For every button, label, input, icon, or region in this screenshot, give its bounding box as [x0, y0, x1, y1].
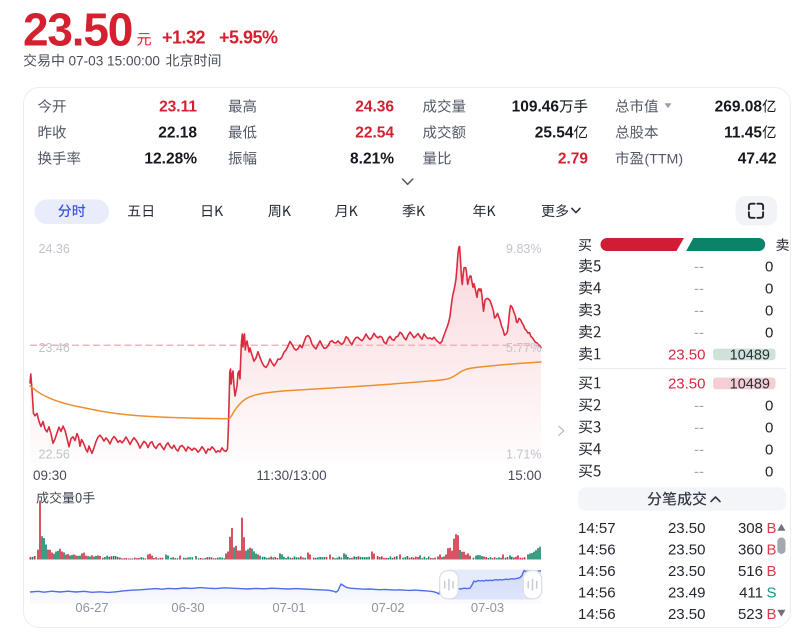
svg-text:47.42: 47.42 [738, 151, 777, 168]
svg-text:516: 516 [738, 563, 763, 580]
svg-text:23.11: 23.11 [159, 99, 197, 116]
svg-text:07-03 15:00:00: 07-03 15:00:00 [69, 54, 161, 69]
svg-text:07-02: 07-02 [371, 600, 404, 615]
svg-text:B: B [767, 520, 777, 537]
svg-text:15:00: 15:00 [508, 468, 542, 483]
svg-text:308: 308 [738, 520, 763, 537]
svg-text:0: 0 [765, 397, 773, 414]
svg-text:23.50: 23.50 [668, 375, 706, 392]
svg-text:14:56: 14:56 [578, 584, 616, 601]
svg-text:--: -- [694, 280, 704, 297]
svg-text:B: B [767, 541, 777, 558]
svg-text:23.50: 23.50 [668, 541, 706, 558]
svg-text:0: 0 [765, 280, 773, 297]
svg-text:23.46: 23.46 [39, 341, 70, 355]
svg-text:--: -- [694, 463, 704, 480]
svg-text:--: -- [694, 258, 704, 275]
svg-text:09:30: 09:30 [33, 468, 67, 483]
svg-text:23.50: 23.50 [668, 346, 706, 363]
svg-text:12.28%: 12.28% [144, 151, 197, 168]
svg-text:5.77%: 5.77% [506, 341, 541, 355]
svg-text:0: 0 [765, 419, 773, 436]
svg-text:8.21%: 8.21% [350, 151, 394, 168]
svg-text:14:56: 14:56 [578, 563, 616, 580]
svg-text:23.50: 23.50 [668, 563, 706, 580]
svg-text:22.54: 22.54 [355, 125, 394, 142]
svg-text:--: -- [694, 419, 704, 436]
svg-text:0: 0 [765, 441, 773, 458]
svg-text:B: B [767, 606, 777, 623]
svg-text:14:57: 14:57 [578, 520, 616, 537]
svg-text:14:56: 14:56 [578, 606, 616, 623]
svg-text:22.18: 22.18 [158, 125, 197, 142]
svg-text:23.50: 23.50 [668, 606, 706, 623]
svg-text:23.49: 23.49 [668, 584, 706, 601]
svg-text:22.56: 22.56 [39, 448, 70, 462]
svg-text:523: 523 [738, 606, 763, 623]
svg-text:14:56: 14:56 [578, 541, 616, 558]
svg-text:411: 411 [739, 584, 763, 601]
svg-text:2.79: 2.79 [558, 151, 589, 168]
svg-text:0: 0 [765, 258, 773, 275]
svg-text:+1.32: +1.32 [162, 28, 206, 48]
svg-text:23.50: 23.50 [23, 4, 132, 56]
svg-text:+5.95%: +5.95% [219, 28, 278, 48]
svg-text:11.45: 11.45 [724, 125, 762, 142]
svg-text:24.36: 24.36 [39, 242, 70, 256]
svg-text:24.36: 24.36 [355, 99, 394, 116]
svg-text:23.50: 23.50 [668, 520, 706, 537]
svg-text:11:30/13:00: 11:30/13:00 [256, 468, 326, 483]
svg-text:25.54: 25.54 [535, 125, 574, 142]
svg-text:0: 0 [765, 302, 773, 319]
svg-text:0: 0 [765, 463, 773, 480]
svg-text:--: -- [694, 302, 704, 319]
svg-text:1.71%: 1.71% [506, 448, 541, 462]
svg-text:109.46: 109.46 [512, 99, 560, 116]
svg-text:--: -- [694, 441, 704, 458]
svg-text:07-03: 07-03 [471, 600, 504, 615]
svg-text:06-30: 06-30 [171, 600, 204, 615]
svg-text:B: B [767, 563, 777, 580]
svg-text:--: -- [694, 324, 704, 341]
svg-text:S: S [767, 584, 777, 601]
svg-text:9.83%: 9.83% [506, 242, 541, 256]
svg-text:269.08: 269.08 [715, 99, 763, 116]
svg-text:0: 0 [765, 324, 773, 341]
svg-text:10489: 10489 [730, 376, 770, 392]
svg-text:07-01: 07-01 [272, 600, 305, 615]
svg-text:10489: 10489 [730, 347, 770, 363]
svg-text:--: -- [694, 397, 704, 414]
svg-text:06-27: 06-27 [75, 600, 108, 615]
svg-text:360: 360 [738, 541, 763, 558]
svg-text:(TTM): (TTM) [645, 152, 684, 168]
